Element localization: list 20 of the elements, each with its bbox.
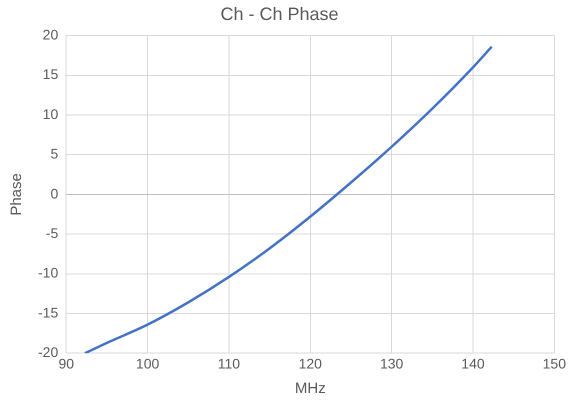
x-tick-label: 150: [542, 355, 566, 372]
chart-title: Ch - Ch Phase: [220, 4, 339, 24]
y-tick-label: -20: [38, 344, 58, 360]
y-tick-label: 5: [50, 146, 58, 162]
y-tick-label: -5: [46, 224, 58, 241]
y-tick-label: 15: [42, 66, 58, 82]
y-axis-title: Phase: [8, 173, 26, 216]
x-tick-label: 130: [380, 355, 404, 372]
x-tick-label: 120: [298, 355, 322, 372]
y-tick-label: 10: [42, 106, 58, 122]
x-tick-label: 100: [136, 355, 160, 372]
x-tick-label: 110: [218, 355, 240, 372]
y-tick-label: 20: [42, 26, 58, 42]
x-axis-title: MHz: [294, 380, 326, 398]
x-tick-label: 140: [461, 355, 485, 372]
y-tick-label: -10: [38, 264, 58, 281]
y-tick-label: 0: [50, 185, 58, 202]
line-series: [84, 45, 493, 354]
x-tick-label: 90: [58, 355, 74, 372]
y-tick-label: -15: [38, 304, 58, 320]
